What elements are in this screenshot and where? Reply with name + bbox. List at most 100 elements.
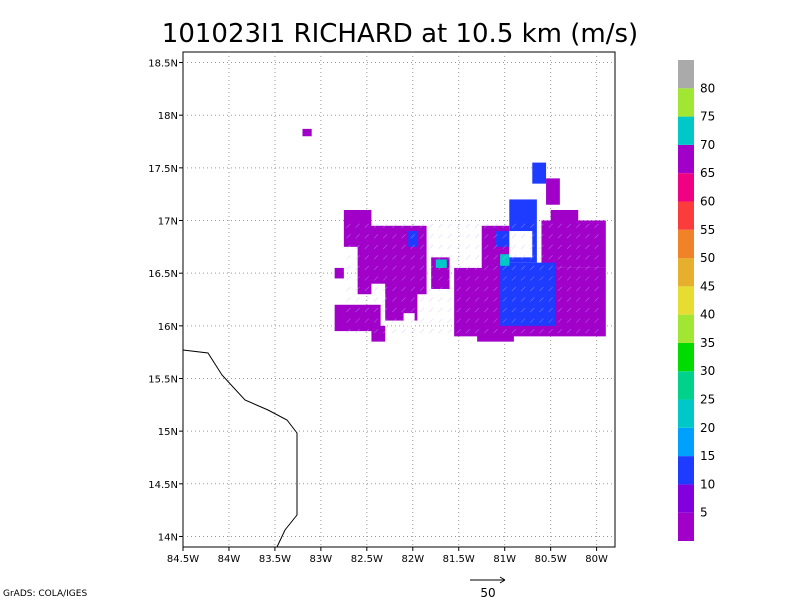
- wind-arrow-icon: [428, 307, 434, 313]
- x-tick-labels: 84.5W 84W 83.5W 83W 82.5W 82W 81.5W 81W 80.5W 80W: [167, 554, 608, 565]
- wind-arrow-icon: [575, 328, 581, 334]
- wind-arrow-icon: [585, 328, 590, 334]
- wind-speed-cell: [546, 178, 560, 205]
- x-tick-label: 81.5W: [443, 554, 475, 565]
- wind-arrow-icon: [401, 234, 406, 239]
- wind-arrow-icon: [548, 223, 553, 229]
- wind-arrow-icon: [502, 265, 507, 271]
- wind-arrow-icon: [447, 318, 452, 323]
- wind-arrow-icon: [373, 223, 379, 229]
- wind-arrow-icon: [428, 276, 434, 281]
- wind-arrow-icon: [511, 307, 517, 313]
- wind-arrow-icon: [410, 318, 416, 323]
- colorbar-segment: [678, 173, 694, 202]
- wind-arrow-icon: [355, 276, 360, 281]
- wind-arrow-icon: [410, 255, 416, 260]
- wind-arrow-icon: [373, 307, 379, 313]
- wind-arrow-icon: [557, 234, 563, 239]
- wind-arrow-icon: [355, 328, 360, 334]
- wind-arrow-icon: [392, 255, 397, 260]
- wind-arrow-icon: [382, 276, 388, 281]
- wind-arrow-icon: [502, 276, 507, 281]
- wind-arrow-icon: [419, 318, 425, 323]
- colorbar-label: 65: [700, 166, 715, 180]
- wind-arrow-icon: [520, 223, 526, 229]
- wind-arrow-icon: [373, 286, 379, 292]
- wind-arrow-icon: [465, 223, 471, 229]
- wind-arrow-icon: [594, 255, 599, 260]
- wind-arrow-icon: [465, 234, 471, 239]
- wind-arrow-icon: [502, 234, 507, 239]
- wind-arrow-icon: [401, 328, 406, 334]
- wind-arrow-icon: [401, 286, 406, 292]
- colorbar-segment: [678, 371, 694, 400]
- credit-text: GrADS: COLA/IGES: [3, 589, 87, 599]
- wind-arrow-icon: [474, 328, 480, 334]
- wind-arrow-icon: [566, 286, 572, 292]
- wind-arrow-icon: [392, 297, 397, 302]
- wind-arrow-icon: [465, 276, 471, 281]
- wind-arrow-icon: [419, 223, 425, 229]
- wind-arrow-icon: [530, 328, 535, 334]
- wind-speed-cell: [500, 262, 556, 326]
- wind-arrow-icon: [493, 328, 498, 334]
- wind-arrow-icon: [511, 223, 517, 229]
- wind-arrow-icon: [548, 297, 553, 302]
- wind-arrow-icon: [410, 307, 416, 313]
- wind-arrow-icon: [465, 297, 471, 302]
- wind-arrow-icon: [502, 307, 507, 313]
- wind-arrow-icon: [520, 328, 526, 334]
- wind-arrow-icon: [539, 244, 544, 250]
- wind-arrow-icon: [566, 223, 572, 229]
- wind-arrow-icon: [438, 328, 443, 334]
- colorbar-label: 50: [700, 251, 715, 265]
- wind-arrow-icon: [401, 307, 406, 313]
- wind-arrow-icon: [428, 244, 434, 250]
- wind-arrow-icon: [438, 318, 443, 323]
- wind-arrow-icon: [364, 318, 370, 323]
- wind-arrow-icon: [511, 276, 517, 281]
- wind-arrow-icon: [530, 244, 535, 250]
- colorbar-segment: [678, 258, 694, 287]
- wind-arrow-icon: [484, 276, 489, 281]
- colorbar-label: 70: [700, 138, 715, 152]
- wind-arrow-icon: [585, 318, 590, 323]
- wind-arrow-icon: [557, 265, 563, 271]
- wind-arrow-icon: [484, 286, 489, 292]
- wind-arrow-icon: [382, 255, 388, 260]
- wind-arrow-icon: [346, 234, 351, 239]
- wind-speed-cell: [477, 325, 514, 342]
- y-tick-label: 14N: [158, 532, 178, 543]
- colorbar-label: 60: [700, 194, 715, 208]
- wind-arrow-icon: [364, 276, 370, 281]
- wind-arrow-icon: [530, 297, 535, 302]
- wind-arrow-icon: [585, 244, 590, 250]
- gap-cell: [403, 313, 415, 326]
- wind-arrow-icon: [594, 244, 599, 250]
- wind-arrow-icon: [502, 286, 507, 292]
- wind-arrow-icon: [447, 223, 452, 229]
- wind-arrow-icon: [502, 244, 507, 250]
- wind-arrow-icon: [373, 265, 379, 271]
- wind-arrow-icon: [346, 328, 351, 334]
- x-tick-label: 84.5W: [167, 554, 199, 565]
- wind-arrow-icon: [474, 223, 480, 229]
- wind-arrow-icon: [410, 265, 416, 271]
- wind-arrow-icon: [575, 276, 581, 281]
- wind-arrow-icon: [456, 234, 461, 239]
- wind-arrow-icon: [548, 265, 553, 271]
- wind-arrow-icon: [539, 318, 544, 323]
- wind-arrow-icon: [346, 265, 351, 271]
- wind-arrow-icon: [364, 286, 370, 292]
- wind-arrow-icon: [520, 265, 526, 271]
- wind-arrow-icon: [484, 265, 489, 271]
- wind-arrow-icon: [438, 265, 443, 271]
- wind-arrow-icon: [456, 265, 461, 271]
- wind-arrow-icon: [511, 286, 517, 292]
- wind-arrow-icon: [530, 286, 535, 292]
- wind-arrow-icon: [557, 318, 563, 323]
- wind-arrow-icon: [428, 223, 434, 229]
- wind-arrow-icon: [373, 328, 379, 334]
- wind-arrow-icon: [465, 318, 471, 323]
